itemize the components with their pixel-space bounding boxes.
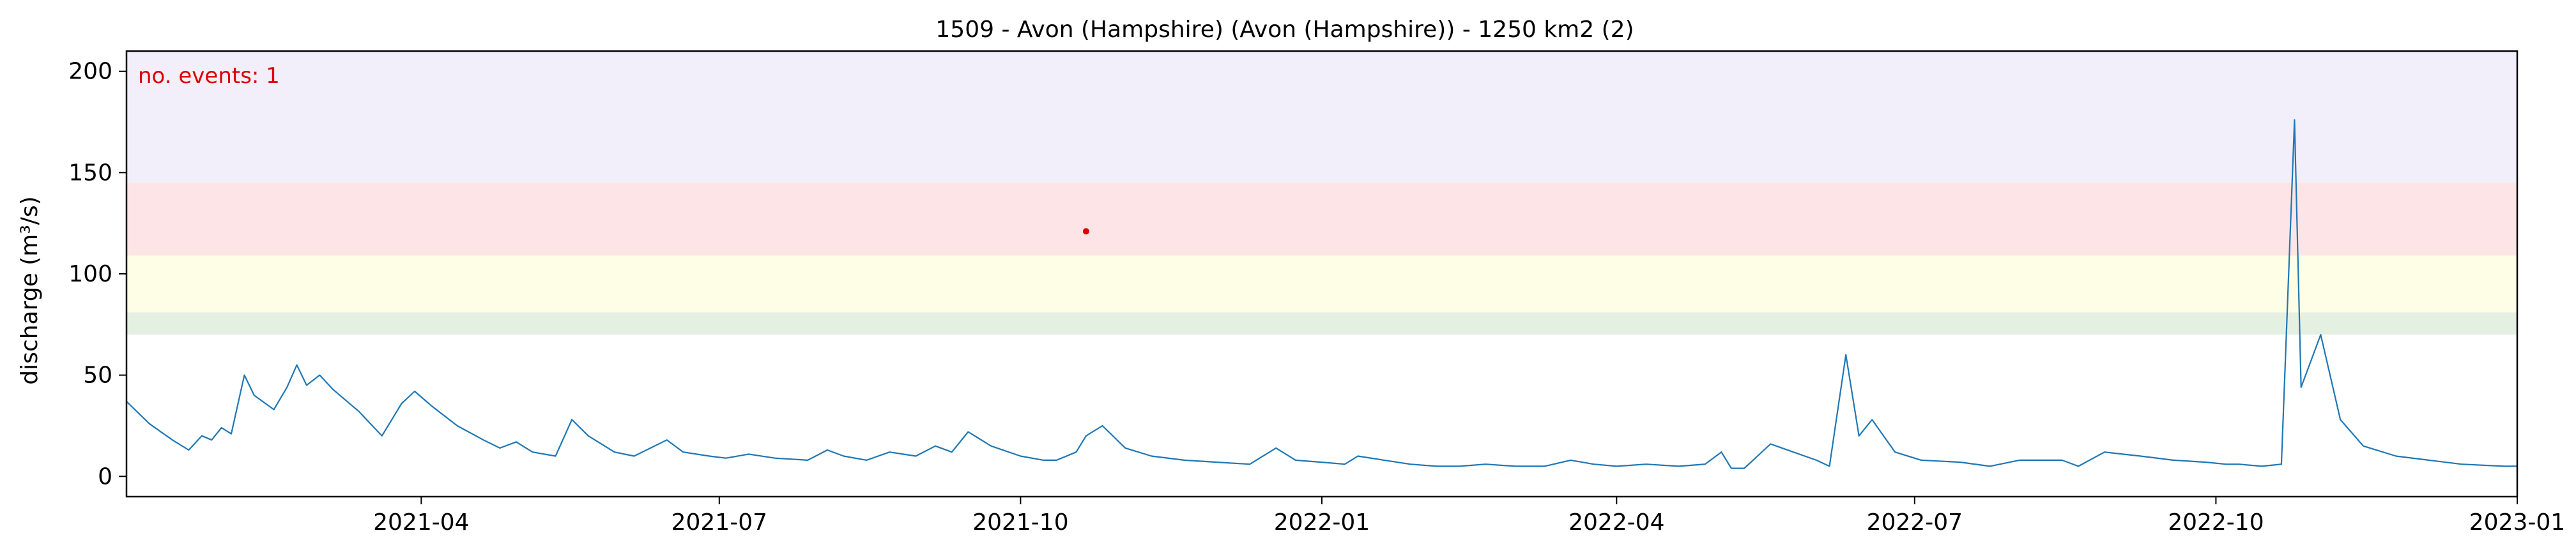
x-axis: 2021-04 2021-07 2021-10 2022-01 2022-04 2022-…	[373, 497, 2565, 536]
y-tick-label: 50	[83, 363, 112, 389]
x-tick-label: 2022-01	[1274, 509, 1370, 536]
x-tick-label: 2021-07	[671, 509, 767, 536]
threshold-band-1	[126, 312, 2517, 335]
event-marker-1	[1082, 228, 1089, 235]
x-tick-label: 2021-04	[373, 509, 469, 536]
event-markers	[1082, 228, 1089, 235]
y-tick-label: 0	[98, 463, 112, 490]
x-tick-label: 2023-01	[2469, 509, 2565, 536]
chart-title: 1509 - Avon (Hampshire) (Avon (Hampshire…	[935, 17, 1634, 43]
x-tick-label: 2022-10	[2168, 509, 2264, 536]
discharge-series-line	[126, 119, 2517, 469]
threshold-band-4	[126, 51, 2517, 183]
x-tick-label: 2022-04	[1568, 509, 1664, 536]
threshold-band-2	[126, 255, 2517, 313]
series-group	[126, 119, 2517, 469]
threshold-bands	[126, 51, 2517, 335]
y-axis-label: discharge (m³/s)	[17, 196, 43, 384]
y-tick-label: 200	[68, 59, 112, 85]
x-tick-label: 2022-07	[1867, 509, 1963, 536]
y-tick-label: 150	[68, 160, 112, 186]
y-axis: 0 50 100 150 200	[68, 59, 126, 490]
events-count-annotation: no. events: 1	[138, 63, 280, 89]
y-tick-label: 100	[68, 261, 112, 287]
x-tick-label: 2021-10	[972, 509, 1068, 536]
threshold-band-3	[126, 183, 2517, 256]
